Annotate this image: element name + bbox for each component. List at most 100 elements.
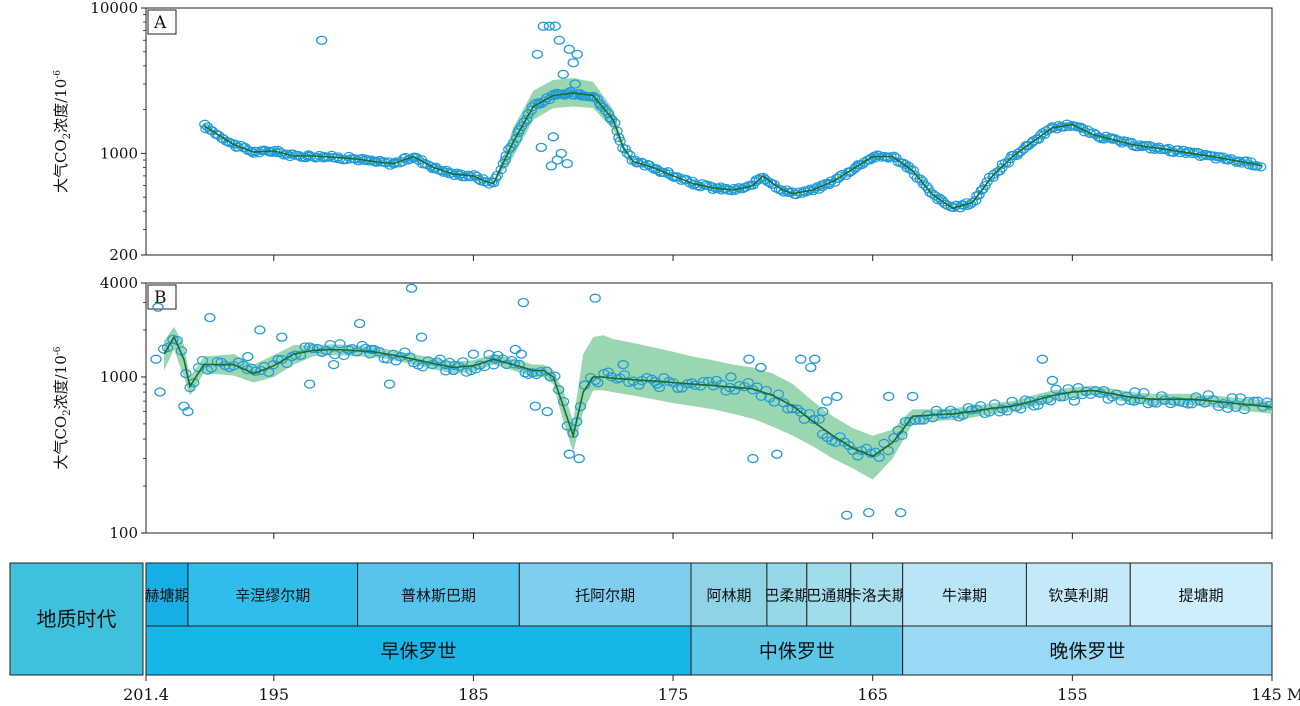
- data-point: [592, 378, 604, 388]
- data-point: [1075, 122, 1087, 132]
- data-point: [1265, 400, 1272, 410]
- data-point: [1068, 396, 1081, 406]
- stage-cell: [145, 562, 189, 627]
- data-point: [150, 354, 162, 364]
- data-point: [970, 195, 982, 206]
- data-point: [244, 146, 257, 156]
- data-point: [152, 302, 164, 312]
- x-tick-label: 195: [258, 685, 289, 704]
- x-axis-ticks: 201.4 195 185 175 165 155 145 Ma: [123, 674, 1300, 704]
- data-point: [154, 387, 166, 397]
- data-point: [817, 406, 829, 417]
- data-point: [1138, 388, 1150, 398]
- data-point: [196, 355, 209, 366]
- stage-label: 赫塘期: [144, 587, 189, 605]
- data-point: [299, 342, 311, 352]
- stage-cell: [518, 562, 692, 627]
- data-point: [510, 133, 523, 144]
- data-point: [289, 350, 301, 360]
- data-point: [791, 404, 803, 414]
- epoch-label: 晚侏罗世: [1049, 641, 1125, 663]
- data-point: [563, 44, 575, 54]
- stage-label: 提塘期: [1179, 587, 1224, 605]
- y-tick-label: 200: [109, 246, 138, 264]
- data-point: [518, 117, 530, 127]
- data-point: [808, 414, 820, 425]
- data-point: [507, 138, 519, 149]
- data-point: [852, 451, 864, 461]
- data-point: [241, 364, 253, 375]
- data-point: [547, 132, 559, 142]
- data-point: [895, 508, 907, 518]
- epoch-cell: [902, 625, 1273, 676]
- data-point: [822, 178, 834, 188]
- stage-label: 牛津期: [942, 587, 987, 605]
- data-point: [499, 155, 511, 165]
- data-point: [483, 349, 495, 360]
- data-point: [351, 347, 363, 357]
- data-point: [549, 21, 561, 31]
- data-point: [1050, 384, 1062, 394]
- data-point: [529, 401, 541, 411]
- data-point: [178, 401, 190, 411]
- x-tick-label: 145 Ma: [1251, 685, 1300, 704]
- data-point: [563, 449, 575, 459]
- data-point: [725, 372, 737, 382]
- data-point: [965, 405, 978, 415]
- stage-cell: [1129, 562, 1273, 627]
- data-point: [1129, 387, 1141, 397]
- stage-label: 托阿尔期: [575, 587, 635, 605]
- data-point: [611, 126, 623, 136]
- epoch-label: 早侏罗世: [381, 641, 457, 663]
- data-point: [1046, 375, 1059, 386]
- data-point: [521, 114, 533, 124]
- data-point: [232, 142, 244, 152]
- data-point: [813, 414, 825, 424]
- plot-area: [199, 21, 1267, 213]
- x-tick-label: 175: [658, 685, 689, 704]
- trend-line: [203, 92, 1263, 210]
- data-point: [742, 377, 754, 388]
- data-point: [543, 21, 555, 31]
- panel-b: 100 1000 4000 大气CO2浓度/10-6 B: [52, 274, 1273, 542]
- data-point: [276, 332, 288, 342]
- stage-label: 钦莫利期: [1048, 587, 1108, 605]
- data-point: [459, 172, 472, 182]
- data-point: [383, 379, 396, 389]
- data-point: [1233, 156, 1246, 167]
- data-point: [589, 293, 601, 303]
- data-point: [942, 200, 954, 211]
- data-point: [831, 391, 843, 402]
- data-point: [882, 445, 894, 456]
- data-point: [481, 177, 493, 187]
- data-point: [328, 359, 340, 370]
- data-point: [1019, 395, 1031, 405]
- plot-area: [150, 283, 1272, 520]
- data-point: [551, 88, 563, 98]
- data-point: [311, 152, 324, 163]
- data-point: [544, 372, 556, 382]
- data-point: [573, 453, 585, 464]
- data-point: [509, 344, 521, 355]
- y-tick-label: 4000: [100, 274, 138, 292]
- data-point: [536, 98, 548, 109]
- data-point: [356, 340, 368, 351]
- data-point: [557, 69, 569, 79]
- stage-cell: [1025, 562, 1131, 627]
- data-point: [1014, 147, 1027, 157]
- epoch-cell: [690, 625, 904, 676]
- data-point: [365, 344, 378, 355]
- data-point: [1238, 404, 1250, 415]
- stage-label: 巴通期: [806, 587, 851, 605]
- stage-label: 阿林期: [706, 587, 751, 605]
- data-point: [551, 155, 563, 165]
- data-point: [340, 154, 352, 165]
- data-point: [802, 186, 814, 196]
- data-point: [517, 297, 529, 308]
- data-point: [882, 153, 894, 163]
- data-point: [419, 158, 431, 169]
- data-point: [743, 354, 755, 364]
- data-point: [353, 318, 366, 329]
- data-point: [1106, 392, 1118, 402]
